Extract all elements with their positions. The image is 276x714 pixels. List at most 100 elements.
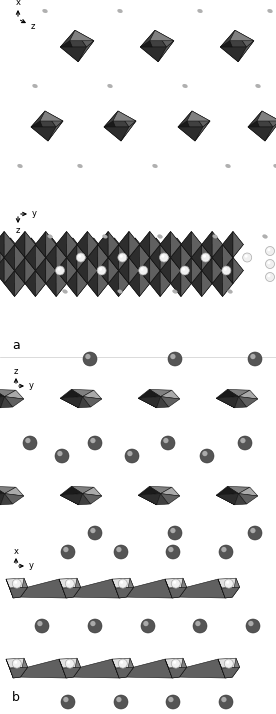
Circle shape bbox=[166, 695, 180, 709]
Polygon shape bbox=[238, 493, 258, 504]
Polygon shape bbox=[98, 271, 108, 296]
Polygon shape bbox=[35, 231, 46, 258]
Ellipse shape bbox=[118, 290, 123, 293]
Ellipse shape bbox=[108, 84, 112, 88]
Polygon shape bbox=[220, 47, 246, 61]
Circle shape bbox=[37, 621, 43, 626]
Polygon shape bbox=[46, 244, 67, 258]
Polygon shape bbox=[6, 658, 28, 668]
Polygon shape bbox=[177, 264, 198, 277]
Polygon shape bbox=[150, 244, 160, 271]
Polygon shape bbox=[77, 244, 98, 258]
Polygon shape bbox=[77, 244, 87, 271]
Polygon shape bbox=[77, 231, 98, 244]
Circle shape bbox=[143, 621, 148, 626]
Polygon shape bbox=[156, 251, 166, 277]
Polygon shape bbox=[177, 264, 187, 290]
Text: y: y bbox=[32, 209, 37, 218]
Polygon shape bbox=[83, 277, 104, 290]
Polygon shape bbox=[112, 658, 134, 668]
Polygon shape bbox=[119, 244, 129, 271]
Polygon shape bbox=[179, 579, 225, 598]
Circle shape bbox=[203, 255, 206, 258]
Polygon shape bbox=[56, 271, 67, 296]
Polygon shape bbox=[146, 264, 166, 277]
Polygon shape bbox=[94, 264, 104, 290]
Circle shape bbox=[170, 528, 176, 533]
Circle shape bbox=[120, 660, 123, 664]
Polygon shape bbox=[150, 271, 160, 296]
Polygon shape bbox=[15, 258, 25, 283]
Polygon shape bbox=[116, 587, 134, 598]
Polygon shape bbox=[166, 238, 177, 264]
Polygon shape bbox=[67, 231, 77, 258]
Polygon shape bbox=[126, 578, 134, 597]
Polygon shape bbox=[60, 493, 83, 505]
Polygon shape bbox=[138, 496, 156, 505]
Ellipse shape bbox=[118, 9, 123, 13]
Polygon shape bbox=[129, 258, 139, 283]
Polygon shape bbox=[138, 396, 161, 408]
Polygon shape bbox=[56, 231, 67, 258]
Polygon shape bbox=[216, 396, 238, 408]
Polygon shape bbox=[156, 251, 177, 264]
Polygon shape bbox=[31, 251, 52, 264]
Polygon shape bbox=[233, 258, 243, 283]
Polygon shape bbox=[125, 277, 146, 290]
Polygon shape bbox=[0, 244, 15, 258]
Polygon shape bbox=[104, 264, 125, 277]
Polygon shape bbox=[139, 271, 160, 283]
Polygon shape bbox=[79, 493, 91, 505]
Polygon shape bbox=[1, 396, 13, 408]
Polygon shape bbox=[0, 251, 21, 264]
Circle shape bbox=[171, 659, 180, 668]
Polygon shape bbox=[126, 579, 172, 598]
Polygon shape bbox=[113, 121, 136, 141]
Polygon shape bbox=[104, 277, 125, 290]
Circle shape bbox=[14, 660, 17, 664]
Polygon shape bbox=[171, 271, 191, 283]
Polygon shape bbox=[0, 258, 15, 271]
Circle shape bbox=[114, 695, 128, 709]
Polygon shape bbox=[87, 244, 98, 271]
Polygon shape bbox=[104, 127, 129, 141]
Circle shape bbox=[65, 579, 74, 588]
Polygon shape bbox=[78, 41, 94, 61]
Polygon shape bbox=[166, 264, 187, 277]
Polygon shape bbox=[15, 258, 35, 271]
Polygon shape bbox=[192, 111, 210, 127]
Polygon shape bbox=[52, 251, 62, 277]
Polygon shape bbox=[212, 231, 222, 258]
Polygon shape bbox=[104, 111, 118, 127]
Polygon shape bbox=[63, 667, 81, 678]
Polygon shape bbox=[149, 389, 172, 396]
Polygon shape bbox=[59, 578, 81, 588]
Polygon shape bbox=[150, 258, 160, 283]
Polygon shape bbox=[56, 231, 77, 244]
Polygon shape bbox=[15, 231, 25, 258]
Polygon shape bbox=[46, 271, 56, 296]
Polygon shape bbox=[138, 389, 161, 398]
Polygon shape bbox=[4, 271, 25, 283]
Polygon shape bbox=[104, 111, 129, 127]
Polygon shape bbox=[138, 493, 161, 505]
Polygon shape bbox=[125, 238, 146, 251]
Polygon shape bbox=[222, 258, 233, 283]
Polygon shape bbox=[166, 251, 187, 264]
Polygon shape bbox=[235, 30, 254, 47]
Polygon shape bbox=[169, 668, 179, 678]
Polygon shape bbox=[218, 578, 240, 588]
Polygon shape bbox=[31, 111, 56, 127]
Polygon shape bbox=[232, 658, 240, 677]
Circle shape bbox=[67, 660, 70, 664]
Polygon shape bbox=[216, 496, 235, 505]
Circle shape bbox=[125, 449, 139, 463]
Polygon shape bbox=[4, 244, 15, 271]
Polygon shape bbox=[265, 121, 276, 141]
Polygon shape bbox=[146, 264, 156, 290]
Polygon shape bbox=[15, 244, 35, 258]
Polygon shape bbox=[15, 244, 25, 271]
Polygon shape bbox=[135, 251, 146, 277]
Polygon shape bbox=[0, 277, 21, 290]
Circle shape bbox=[166, 545, 180, 559]
